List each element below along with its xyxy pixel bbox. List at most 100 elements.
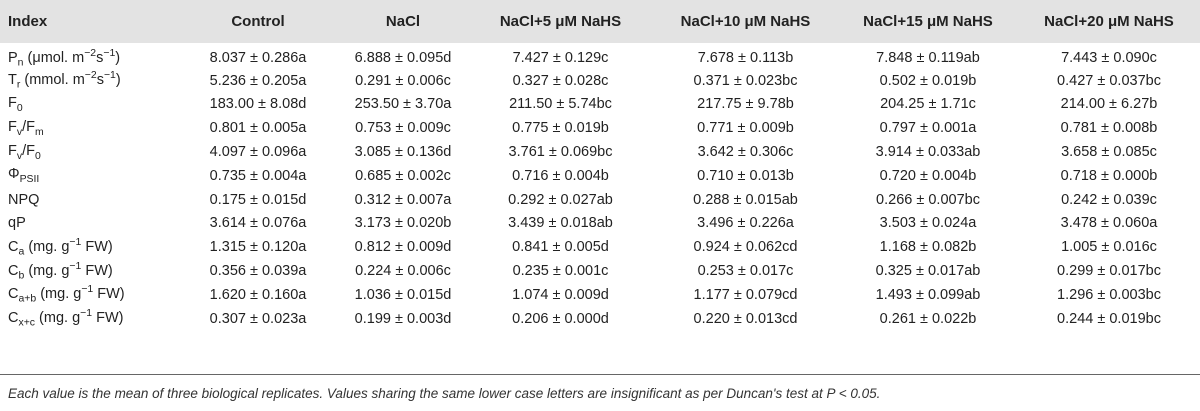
value-cell: 0.753 ± 0.009c bbox=[355, 120, 451, 137]
table-bottom-rule bbox=[0, 374, 1200, 375]
index-part-sub: 0 bbox=[16, 102, 23, 114]
index-part-sub: a bbox=[18, 246, 25, 258]
index-part-sub: v bbox=[16, 126, 23, 138]
value-cell: 183.00 ± 8.08d bbox=[209, 96, 307, 113]
value-cell: 1.177 ± 0.079cd bbox=[693, 286, 798, 303]
value-cell: 3.439 ± 0.018ab bbox=[508, 215, 613, 232]
value-cell: 0.224 ± 0.006c bbox=[355, 262, 451, 279]
table-row: qP 3.614 ± 0.076a 3.173 ± 0.020b 3.439 ± 0.… bbox=[0, 212, 1200, 236]
value-cell: 0.325 ± 0.017ab bbox=[875, 262, 981, 279]
value-cell: 0.841 ± 0.005d bbox=[512, 239, 609, 256]
index-part-base: Φ bbox=[8, 166, 20, 183]
row-index-cell: Fv/Fm bbox=[0, 116, 178, 140]
value-cell: 3.642 ± 0.306c bbox=[697, 144, 794, 160]
index-part-rest2: FW) bbox=[81, 262, 113, 279]
value-cell: 0.253 ± 0.017c bbox=[697, 262, 794, 279]
value-cell: 3.496 ± 0.226a bbox=[697, 215, 794, 232]
value-cell: 1.168 ± 0.082b bbox=[879, 239, 977, 256]
value-cell: 0.288 ± 0.015ab bbox=[693, 191, 798, 208]
index-part-sub: n bbox=[17, 57, 24, 69]
value-cell: 253.50 ± 3.70a bbox=[354, 96, 452, 113]
value-cell: 1.620 ± 0.160a bbox=[209, 286, 307, 303]
header-cell: NaCl bbox=[338, 0, 468, 43]
data-table: Index Control NaCl NaCl+5 μM NaHS NaCl+1… bbox=[0, 0, 1200, 330]
value-cell: 3.478 ± 0.060a bbox=[1060, 215, 1158, 232]
index-part-rest2: FW) bbox=[92, 310, 124, 327]
value-cell: 6.888 ± 0.095d bbox=[354, 50, 452, 67]
index-part-sub: x+c bbox=[18, 317, 36, 329]
value-cell: 5.236 ± 0.205a bbox=[209, 72, 307, 89]
index-part-sub: a+b bbox=[18, 294, 37, 306]
header-row: Index Control NaCl NaCl+5 μM NaHS NaCl+1… bbox=[0, 0, 1200, 43]
index-part-base: T bbox=[8, 72, 17, 89]
table-row: NPQ 0.175 ± 0.015d 0.312 ± 0.007a 0.292 ± 0… bbox=[0, 188, 1200, 212]
index-part-rest: (mg. g bbox=[36, 286, 82, 303]
value-cell: 0.718 ± 0.000b bbox=[1060, 167, 1158, 184]
value-cell: 0.307 ± 0.023a bbox=[209, 310, 307, 327]
row-index-cell: NPQ bbox=[0, 188, 178, 212]
row-index-cell: Cx+c (mg. g−1 FW) bbox=[0, 307, 178, 331]
index-part-rest: (mg. g bbox=[35, 310, 81, 327]
value-cell: 0.266 ± 0.007bc bbox=[876, 191, 980, 208]
header-cell: NaCl+5 μM NaHS bbox=[468, 0, 653, 43]
header-cell: Control bbox=[178, 0, 338, 43]
value-cell: 204.25 ± 1.71c bbox=[880, 96, 976, 113]
table-row: Fv/Fm 0.801 ± 0.005a 0.753 ± 0.009c 0.775 ±… bbox=[0, 116, 1200, 140]
value-cell: 0.735 ± 0.004a bbox=[209, 167, 307, 184]
index-part-sup2: −1 bbox=[103, 70, 116, 82]
value-cell: 0.220 ± 0.013cd bbox=[693, 310, 798, 327]
value-cell: 0.299 ± 0.017bc bbox=[1057, 262, 1161, 279]
value-cell: 214.00 ± 6.27b bbox=[1060, 96, 1158, 113]
table-row: Fv/F0 4.097 ± 0.096a 3.085 ± 0.136d 3.761 ±… bbox=[0, 140, 1200, 164]
value-cell: 0.206 ± 0.000d bbox=[512, 310, 609, 327]
value-cell: 1.315 ± 0.120a bbox=[209, 239, 307, 256]
value-cell: 7.848 ± 0.119ab bbox=[876, 50, 980, 67]
value-cell: 1.296 ± 0.003bc bbox=[1057, 286, 1161, 303]
index-part-sub: b bbox=[18, 270, 25, 282]
value-cell: 0.327 ± 0.028c bbox=[512, 72, 609, 89]
table-footnote: Each value is the mean of three biologic… bbox=[8, 386, 881, 401]
value-cell: 3.914 ± 0.033ab bbox=[875, 144, 981, 160]
value-cell: 7.678 ± 0.113b bbox=[697, 50, 794, 67]
value-cell: 0.175 ± 0.015d bbox=[209, 191, 307, 208]
index-part-rest2: FW) bbox=[93, 286, 125, 303]
index-part-rest: (mg. g bbox=[24, 238, 70, 255]
value-cell: 1.074 ± 0.009d bbox=[512, 286, 609, 303]
index-part-base: qP bbox=[8, 215, 26, 232]
table-body: Pn (μmol. m−2s−1) 8.037 ± 0.286a 6.888 ± 0… bbox=[0, 43, 1200, 330]
index-part-rest: /F bbox=[22, 118, 35, 135]
value-cell: 0.292 ± 0.027ab bbox=[508, 191, 613, 208]
index-part-sup: −1 bbox=[69, 260, 82, 272]
index-part-rest3: ) bbox=[115, 72, 121, 89]
header-cell: Index bbox=[0, 0, 178, 43]
value-cell: 1.036 ± 0.015d bbox=[354, 286, 452, 303]
table-row: Cx+c (mg. g−1 FW) 0.307 ± 0.023a 0.199 ± 0… bbox=[0, 307, 1200, 331]
table-header: Index Control NaCl NaCl+5 μM NaHS NaCl+1… bbox=[0, 0, 1200, 43]
table-row: Ca (mg. g−1 FW) 1.315 ± 0.120a 0.812 ± 0.0… bbox=[0, 235, 1200, 259]
index-part-sub: v bbox=[16, 150, 23, 162]
row-index-cell: Tr (mmol. m−2s−1) bbox=[0, 69, 178, 93]
index-part-sup: −1 bbox=[81, 284, 94, 296]
index-part-base: F bbox=[8, 118, 17, 135]
value-cell: 4.097 ± 0.096a bbox=[209, 144, 307, 160]
value-cell: 217.75 ± 9.78b bbox=[697, 96, 794, 113]
index-part-rest: /F bbox=[22, 142, 35, 159]
index-part-base: C bbox=[8, 286, 19, 303]
value-cell: 0.716 ± 0.004b bbox=[512, 167, 609, 184]
index-part-rest2: s bbox=[96, 72, 104, 89]
index-part-sub2: m bbox=[34, 126, 44, 138]
index-part-sup: −2 bbox=[84, 48, 97, 59]
row-index-cell: Ca+b (mg. g−1 FW) bbox=[0, 283, 178, 307]
index-part-rest: (μmol. m bbox=[23, 49, 85, 66]
value-cell: 0.801 ± 0.005a bbox=[209, 120, 307, 137]
index-part-sup2: −1 bbox=[103, 48, 116, 59]
value-cell: 3.658 ± 0.085c bbox=[1061, 144, 1157, 160]
row-index-cell: Pn (μmol. m−2s−1) bbox=[0, 43, 178, 69]
index-part-rest2: s bbox=[96, 49, 104, 66]
value-cell: 0.291 ± 0.006c bbox=[355, 72, 451, 89]
value-cell: 1.493 ± 0.099ab bbox=[875, 286, 981, 303]
value-cell: 0.312 ± 0.007a bbox=[354, 191, 452, 208]
value-cell: 8.037 ± 0.286a bbox=[209, 50, 307, 67]
index-part-rest: (mmol. m bbox=[20, 72, 85, 89]
